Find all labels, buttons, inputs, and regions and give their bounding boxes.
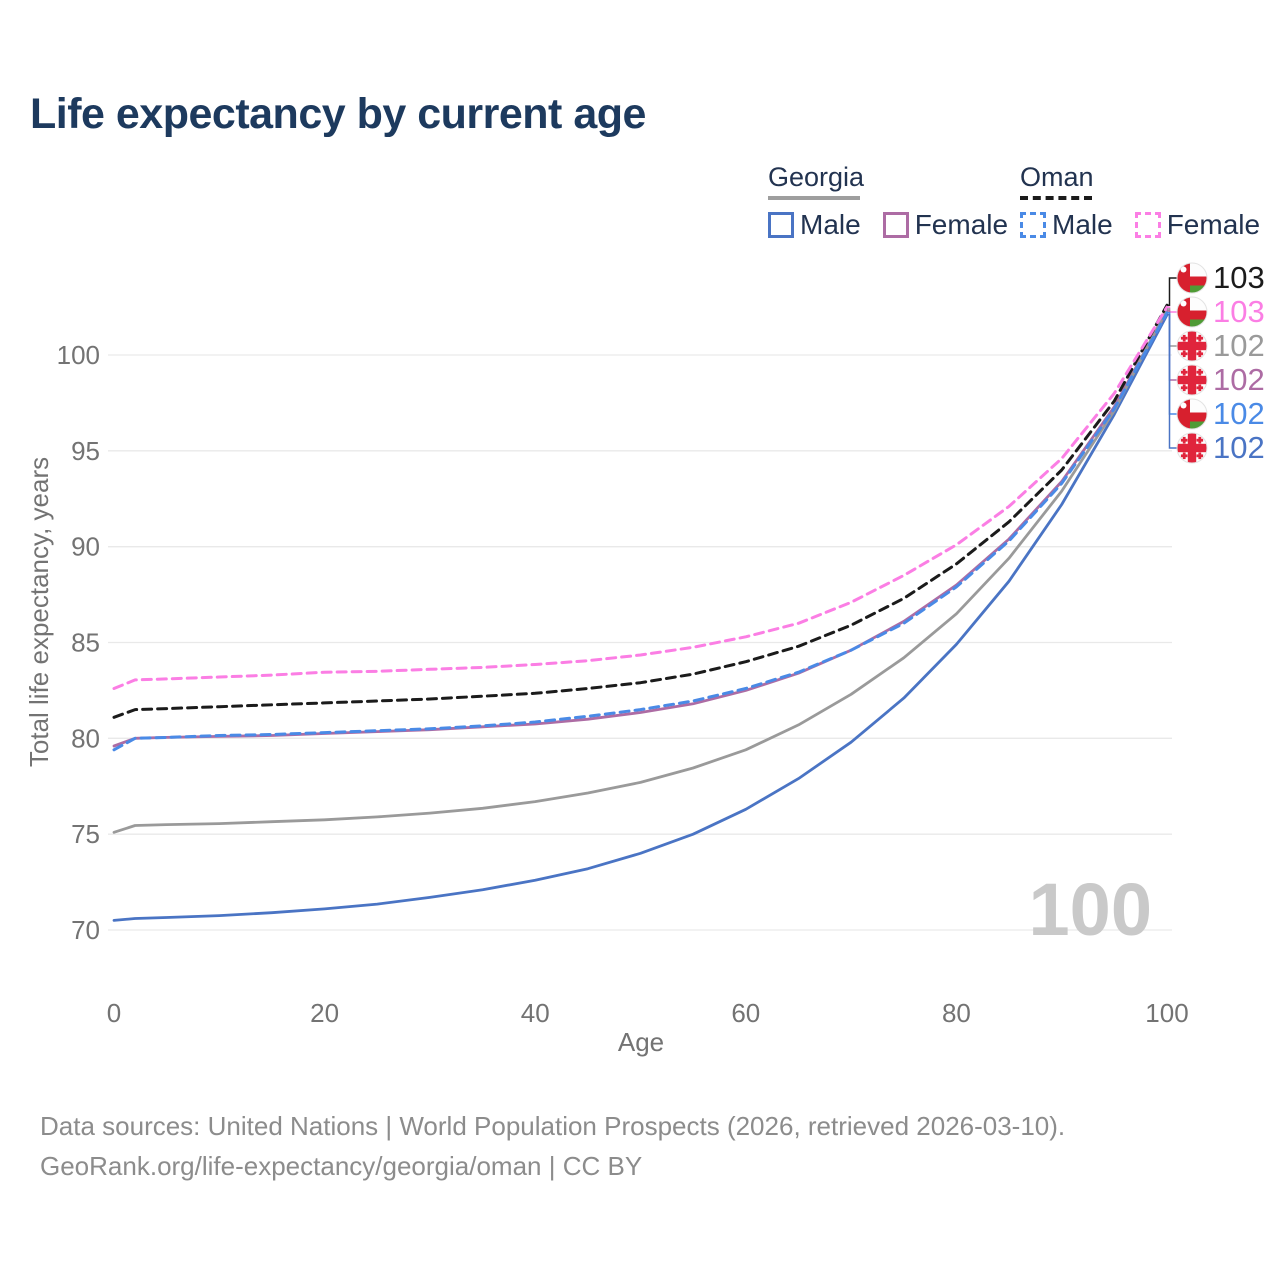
oman-dashed-line-sample (1020, 196, 1092, 200)
legend-item-label: Female (914, 209, 1009, 240)
legend-item-georgia-male[interactable]: Male (768, 209, 861, 241)
series-line-georgia-male[interactable] (112, 313, 1169, 922)
end-label-row: 102 (1176, 396, 1265, 431)
series-lines (112, 303, 1169, 922)
attribution-line: GeoRank.org/life-expectancy/georgia/oman… (40, 1151, 643, 1181)
legend-group-georgia: Georgia Male Female (768, 162, 1020, 241)
end-label-value: 103 (1213, 294, 1265, 329)
flag-ring (1176, 330, 1208, 362)
oman-flag-icon (1177, 399, 1207, 429)
end-label-row: 102 (1176, 430, 1265, 465)
series-line-georgia-both[interactable] (112, 307, 1169, 834)
end-label-row: 103 (1176, 294, 1265, 329)
chart-legend: Georgia Male Female Oman (768, 162, 1280, 241)
legend-country-georgia: Georgia (768, 162, 1020, 200)
page-title: Life expectancy by current age (30, 90, 646, 138)
legend-country-label: Georgia (768, 162, 865, 192)
oman-flag-icon (1177, 297, 1207, 327)
legend-item-label: Female (1166, 209, 1261, 240)
x-tick-label: 20 (310, 998, 339, 1028)
x-tick-label: 100 (1145, 998, 1188, 1028)
y-axis-tick-labels: 70 75 80 85 90 95 100 (57, 340, 100, 945)
legend-item-oman-male[interactable]: Male (1020, 209, 1113, 241)
end-label-value: 102 (1213, 430, 1265, 465)
x-axis-title: Age (618, 1027, 664, 1057)
y-tick-label: 70 (71, 915, 100, 945)
georgia-female-swatch-icon (882, 212, 909, 238)
flag-ring (1176, 262, 1208, 294)
end-label-row: 102 (1176, 362, 1265, 397)
end-label-value: 102 (1213, 362, 1265, 397)
y-tick-label: 90 (71, 532, 100, 562)
y-tick-label: 95 (71, 436, 100, 466)
legend-item-label: Male (800, 209, 861, 240)
y-axis-title: Total life expectancy, years (24, 457, 54, 767)
legend-item-georgia-female[interactable]: Female (882, 209, 1009, 241)
georgia-flag-icon (1177, 433, 1207, 463)
x-axis-tick-labels: 0 20 40 60 80 100 (107, 998, 1189, 1028)
end-label-row: 103 (1176, 260, 1265, 295)
hover-age-watermark: 100 (1029, 868, 1152, 951)
flag-ring (1176, 296, 1208, 328)
end-label-value: 103 (1213, 260, 1265, 295)
gridlines (108, 354, 1172, 931)
end-label-connector (1167, 277, 1177, 306)
oman-female-swatch-icon (1134, 212, 1161, 238)
end-label-row: 102 (1176, 328, 1265, 363)
end-label-connectors (1167, 277, 1177, 449)
legend-items-oman: Male Female (1020, 209, 1280, 241)
x-tick-label: 40 (521, 998, 550, 1028)
legend-country-oman: Oman (1020, 162, 1280, 200)
y-tick-label: 80 (71, 723, 100, 753)
series-line-oman-female[interactable] (112, 305, 1169, 690)
legend-items-georgia: Male Female (768, 209, 1020, 241)
end-label-value: 102 (1213, 396, 1265, 431)
end-label-connector (1167, 314, 1177, 449)
legend-country-label: Oman (1020, 162, 1094, 192)
data-source-credit: Data sources: United Nations | World Pop… (40, 1106, 1065, 1186)
legend-group-oman: Oman Male Female (1020, 162, 1280, 241)
georgia-flag-icon (1177, 331, 1207, 361)
x-tick-label: 0 (107, 998, 121, 1028)
x-tick-label: 60 (731, 998, 760, 1028)
y-tick-label: 100 (57, 340, 100, 370)
georgia-flag-icon (1177, 365, 1207, 395)
series-line-oman-both[interactable] (112, 303, 1169, 719)
georgia-male-swatch-icon (768, 212, 794, 238)
end-label-connector (1167, 312, 1177, 415)
oman-male-swatch-icon (1020, 212, 1046, 238)
legend-item-label: Male (1052, 209, 1113, 240)
legend-item-oman-female[interactable]: Female (1134, 209, 1261, 241)
data-source-line: Data sources: United Nations | World Pop… (40, 1111, 1066, 1141)
y-tick-label: 85 (71, 628, 100, 658)
flag-ring (1176, 432, 1208, 464)
flag-ring (1176, 364, 1208, 396)
flag-ring (1176, 398, 1208, 430)
x-tick-label: 80 (942, 998, 971, 1028)
end-label-value: 102 (1213, 328, 1265, 363)
georgia-solid-line-sample (768, 196, 860, 200)
series-line-oman-male[interactable] (112, 311, 1169, 752)
series-line-georgia-female[interactable] (112, 309, 1169, 748)
y-tick-label: 75 (71, 819, 100, 849)
